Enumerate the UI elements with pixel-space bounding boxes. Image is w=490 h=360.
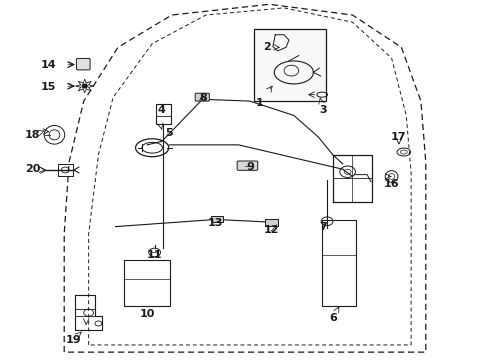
Text: 8: 8 bbox=[199, 93, 207, 103]
Bar bbox=[124, 260, 170, 306]
FancyBboxPatch shape bbox=[211, 216, 223, 222]
Text: 9: 9 bbox=[246, 162, 254, 172]
Text: 1: 1 bbox=[256, 98, 264, 108]
Text: 14: 14 bbox=[41, 60, 56, 70]
Text: 20: 20 bbox=[25, 164, 40, 174]
Text: 11: 11 bbox=[147, 250, 162, 260]
FancyBboxPatch shape bbox=[76, 58, 90, 70]
Text: 12: 12 bbox=[264, 225, 280, 235]
Text: 17: 17 bbox=[391, 132, 407, 142]
Text: 19: 19 bbox=[65, 334, 81, 345]
Text: 2: 2 bbox=[263, 42, 271, 52]
Text: 7: 7 bbox=[319, 222, 327, 231]
Text: 16: 16 bbox=[384, 179, 399, 189]
Text: 5: 5 bbox=[166, 129, 173, 138]
Text: 18: 18 bbox=[24, 130, 40, 140]
Text: 6: 6 bbox=[329, 313, 337, 323]
FancyBboxPatch shape bbox=[237, 161, 258, 170]
FancyBboxPatch shape bbox=[195, 93, 209, 101]
Bar bbox=[254, 30, 326, 101]
Circle shape bbox=[82, 84, 87, 88]
FancyBboxPatch shape bbox=[265, 219, 278, 226]
Text: 3: 3 bbox=[319, 105, 327, 115]
Text: 15: 15 bbox=[41, 82, 56, 92]
Bar bbox=[322, 220, 356, 306]
Text: 4: 4 bbox=[158, 105, 166, 115]
Text: 10: 10 bbox=[140, 310, 155, 319]
Text: 13: 13 bbox=[208, 218, 223, 228]
